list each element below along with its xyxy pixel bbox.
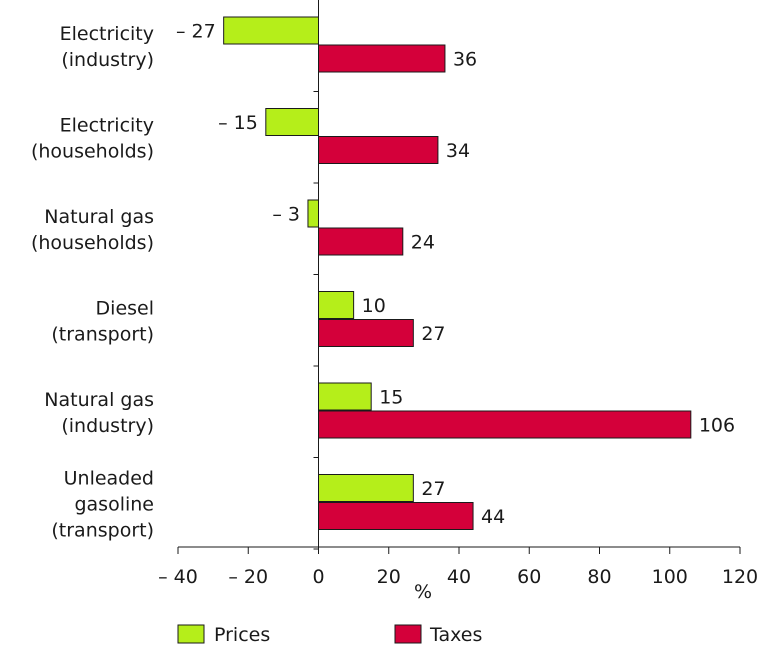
category-label-5: Unleaded gasoline (transport) bbox=[51, 468, 154, 542]
bar-taxes-3 bbox=[318, 319, 414, 347]
data-label-prices-2: – 3 bbox=[272, 204, 300, 226]
bar-prices-1 bbox=[265, 108, 319, 136]
data-labels: – 27 – 15 – 3 10 15 27 36 34 24 27 106 44 bbox=[176, 21, 735, 529]
data-label-taxes-3: 27 bbox=[421, 323, 445, 345]
x-tick-label: 120 bbox=[722, 566, 758, 588]
category-labels: Electricity (industry) Electricity (househo… bbox=[31, 23, 154, 542]
x-tick-label: 0 bbox=[312, 566, 324, 588]
bar-taxes-1 bbox=[318, 136, 439, 164]
data-label-taxes-1: 34 bbox=[446, 140, 470, 162]
category-label-4: Natural gas (industry) bbox=[44, 389, 154, 437]
data-label-prices-1: – 15 bbox=[218, 112, 258, 134]
x-tick-label: 60 bbox=[517, 566, 541, 588]
category-label-1: Electricity (households) bbox=[31, 115, 154, 163]
category-label-3: Diesel (transport) bbox=[51, 298, 154, 346]
legend-swatch-prices bbox=[177, 624, 205, 644]
bar-taxes-2 bbox=[318, 227, 404, 256]
x-tick-label: – 40 bbox=[158, 566, 198, 588]
legend: Prices Taxes bbox=[177, 624, 482, 646]
legend-label-taxes: Taxes bbox=[429, 624, 482, 646]
data-label-taxes-0: 36 bbox=[453, 49, 477, 71]
bar-prices-0 bbox=[223, 16, 320, 45]
data-label-taxes-4: 106 bbox=[699, 415, 735, 437]
x-tick-label: 40 bbox=[447, 566, 471, 588]
bar-prices-3 bbox=[318, 291, 355, 319]
bar-taxes-4 bbox=[318, 410, 692, 439]
data-label-prices-0: – 27 bbox=[176, 21, 216, 43]
x-tick-label: 100 bbox=[652, 566, 688, 588]
data-label-prices-5: 27 bbox=[421, 478, 445, 500]
bar-taxes-0 bbox=[318, 44, 446, 73]
legend-swatch-taxes bbox=[394, 624, 422, 644]
category-label-0: Electricity (industry) bbox=[60, 23, 154, 71]
axes bbox=[178, 0, 740, 550]
x-tick-label: 80 bbox=[587, 566, 611, 588]
x-tick-label: – 20 bbox=[228, 566, 268, 588]
bar-prices-4 bbox=[318, 382, 372, 411]
data-label-prices-3: 10 bbox=[362, 295, 386, 317]
data-label-taxes-5: 44 bbox=[481, 506, 505, 528]
data-label-taxes-2: 24 bbox=[411, 232, 435, 254]
x-tick-label: 20 bbox=[377, 566, 401, 588]
category-label-2: Natural gas (households) bbox=[31, 206, 154, 254]
bar-prices-5 bbox=[318, 474, 414, 502]
bar-prices-2 bbox=[307, 199, 319, 228]
bar-taxes-5 bbox=[318, 502, 474, 530]
x-axis-title: % bbox=[414, 581, 432, 603]
legend-label-prices: Prices bbox=[214, 624, 270, 646]
x-axis-ticks: – 40 – 20 0 20 40 60 80 100 120 bbox=[158, 547, 758, 588]
bars bbox=[223, 16, 692, 530]
data-label-prices-4: 15 bbox=[379, 387, 403, 409]
